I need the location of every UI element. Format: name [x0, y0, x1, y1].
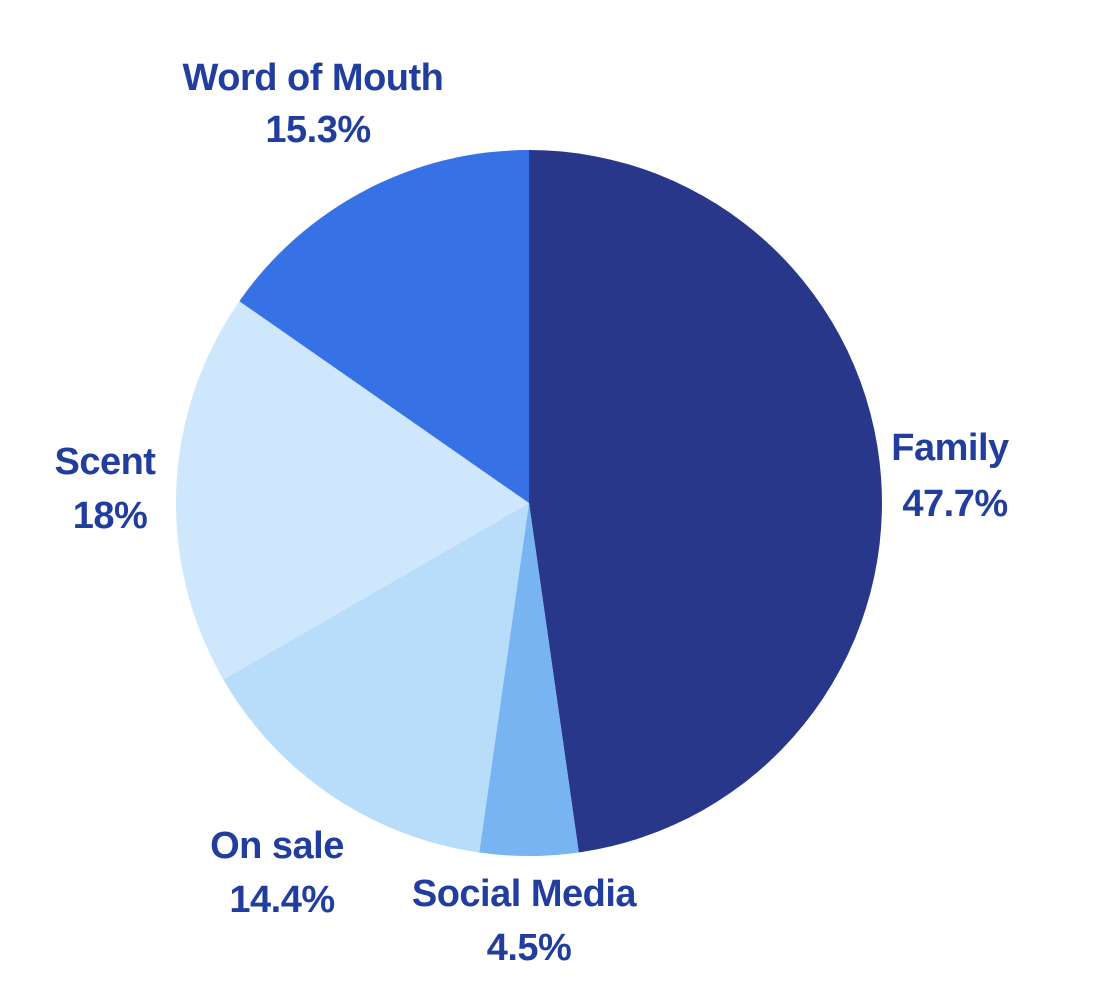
label-on-sale-name: On sale — [210, 825, 344, 867]
label-scent-value: 18% — [73, 495, 148, 537]
label-social-media-name: Social Media — [412, 873, 638, 915]
label-word-of-mouth-name: Word of Mouth — [183, 57, 444, 99]
label-family: Family 47.7% — [891, 427, 1018, 525]
label-scent: Scent 18% — [54, 441, 165, 537]
pie-labels: Family 47.7% Social Media 4.5% On sale 1… — [54, 57, 1018, 969]
label-on-sale-value: 14.4% — [229, 879, 334, 921]
pie-slices — [175, 150, 882, 856]
label-family-name: Family — [891, 427, 1009, 469]
pie-slice-word-of-mouth — [239, 150, 530, 503]
label-word-of-mouth: Word of Mouth 15.3% — [183, 57, 454, 151]
label-scent-name: Scent — [54, 441, 156, 483]
label-on-sale: On sale 14.4% — [210, 825, 354, 921]
label-family-value: 47.7% — [902, 483, 1007, 525]
label-social-media-value: 4.5% — [487, 927, 572, 969]
label-social-media: Social Media 4.5% — [412, 873, 646, 969]
pie-slice-on-sale — [223, 503, 530, 853]
label-word-of-mouth-value: 15.3% — [265, 109, 370, 151]
pie-slice-family — [529, 150, 882, 853]
pie-slice-social-media — [479, 503, 579, 856]
pie-slice-scent — [175, 301, 529, 680]
